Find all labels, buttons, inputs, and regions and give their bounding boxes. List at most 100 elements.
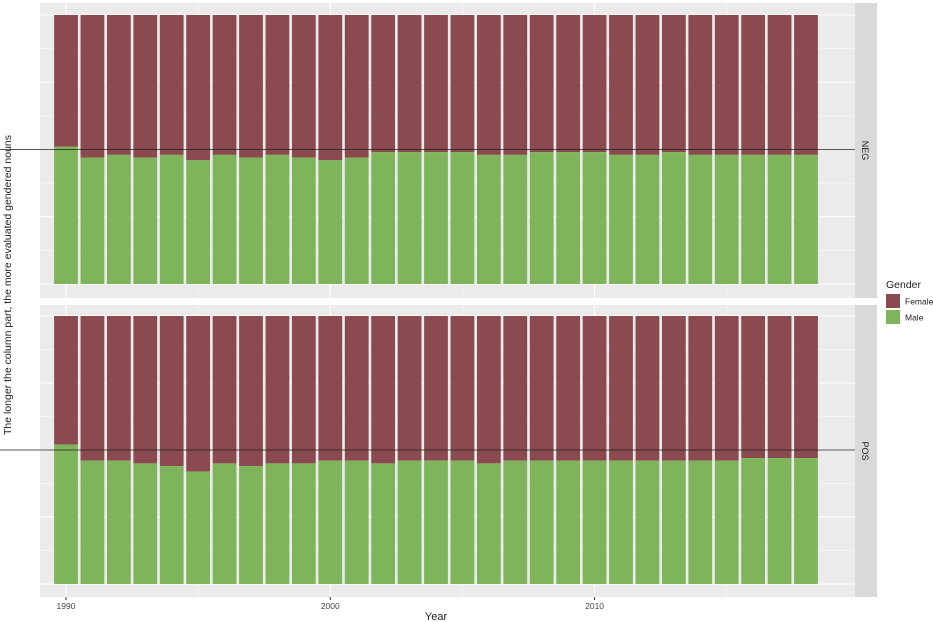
- bar-female: [106, 316, 131, 461]
- bar-female: [503, 316, 528, 461]
- bar-male: [714, 154, 739, 284]
- bar-female: [635, 15, 660, 155]
- bar-male: [106, 154, 131, 284]
- panel-neg: NEG: [0, 3, 877, 298]
- bar-female: [476, 15, 501, 155]
- bar-male: [741, 154, 766, 284]
- panel-pos: POS: [0, 305, 877, 597]
- bar-male: [106, 460, 131, 584]
- bar-male: [80, 157, 105, 284]
- bar-female: [661, 316, 686, 461]
- bar-female: [582, 15, 607, 153]
- bar-female: [529, 316, 554, 461]
- bar-female: [80, 15, 105, 158]
- bar-female: [556, 15, 581, 153]
- bar-female: [503, 15, 528, 155]
- bar-male: [80, 460, 105, 584]
- x-tick-label: 1990: [57, 601, 76, 611]
- bar-male: [265, 154, 290, 284]
- bar-male: [159, 466, 184, 584]
- bar-male: [767, 154, 792, 284]
- facet-label: POS: [860, 441, 870, 460]
- bar-female: [159, 316, 184, 467]
- bar-male: [476, 463, 501, 584]
- bar-male: [661, 152, 686, 284]
- bar-female: [661, 15, 686, 153]
- legend-title: Gender: [886, 279, 922, 291]
- bar-female: [450, 15, 475, 153]
- bar-male: [582, 152, 607, 284]
- bar-male: [556, 460, 581, 584]
- bar-female: [291, 15, 316, 158]
- bar-male: [635, 460, 660, 584]
- bar-female: [212, 316, 237, 464]
- bar-male: [424, 460, 448, 584]
- bar-female: [424, 15, 448, 153]
- bar-male: [212, 154, 237, 284]
- bar-female: [741, 316, 766, 459]
- y-axis-title: The longer the column part, the more eva…: [2, 135, 14, 435]
- bar-female: [344, 316, 369, 461]
- bar-male: [476, 154, 501, 284]
- bar-male: [450, 460, 475, 584]
- bar-female: [54, 316, 78, 445]
- bar-female: [54, 15, 78, 147]
- bar-male: [212, 463, 237, 584]
- bar-male: [54, 146, 78, 284]
- bar-male: [186, 160, 211, 284]
- bar-male: [635, 154, 660, 284]
- bar-male: [794, 458, 818, 584]
- bar-female: [344, 15, 369, 158]
- bar-male: [186, 471, 211, 584]
- bar-female: [609, 316, 633, 461]
- bar-female: [186, 15, 211, 161]
- bar-female: [212, 15, 237, 155]
- bar-female: [239, 316, 263, 467]
- bar-female: [582, 316, 607, 461]
- bar-female: [714, 316, 739, 461]
- legend-label-female: Female: [905, 297, 933, 307]
- x-tick-label: 2000: [321, 601, 340, 611]
- bar-male: [529, 460, 554, 584]
- bar-female: [80, 316, 105, 461]
- bar-female: [529, 15, 554, 153]
- bar-female: [397, 15, 422, 153]
- bar-male: [503, 460, 528, 584]
- bar-male: [159, 154, 184, 284]
- bar-female: [688, 316, 713, 461]
- bar-male: [741, 458, 766, 584]
- bar-male: [133, 463, 158, 584]
- bar-female: [741, 15, 766, 155]
- legend: Gender Female Male: [886, 279, 933, 324]
- x-tick-label: 2010: [585, 601, 604, 611]
- bar-female: [635, 316, 660, 461]
- x-axis: 1990 2000 2010: [57, 597, 604, 611]
- bar-female: [371, 316, 396, 464]
- facet-strip: [855, 305, 877, 597]
- bar-female: [265, 316, 290, 464]
- bar-female: [318, 15, 343, 161]
- bar-female: [371, 15, 396, 153]
- bar-male: [291, 463, 316, 584]
- bar-female: [159, 15, 184, 155]
- bar-male: [688, 460, 713, 584]
- bar-female: [397, 316, 422, 461]
- bar-male: [688, 154, 713, 284]
- bar-female: [688, 15, 713, 155]
- bar-female: [450, 316, 475, 461]
- bar-male: [424, 152, 448, 284]
- bar-female: [133, 15, 158, 158]
- bar-female: [767, 15, 792, 155]
- bar-male: [609, 460, 633, 584]
- bar-female: [767, 316, 792, 459]
- bar-female: [556, 316, 581, 461]
- bar-male: [450, 152, 475, 284]
- facet-label: NEG: [860, 141, 870, 161]
- bar-male: [265, 463, 290, 584]
- bar-male: [344, 460, 369, 584]
- bar-male: [661, 460, 686, 584]
- bar-female: [714, 15, 739, 155]
- bar-male: [397, 152, 422, 284]
- bar-male: [239, 466, 263, 584]
